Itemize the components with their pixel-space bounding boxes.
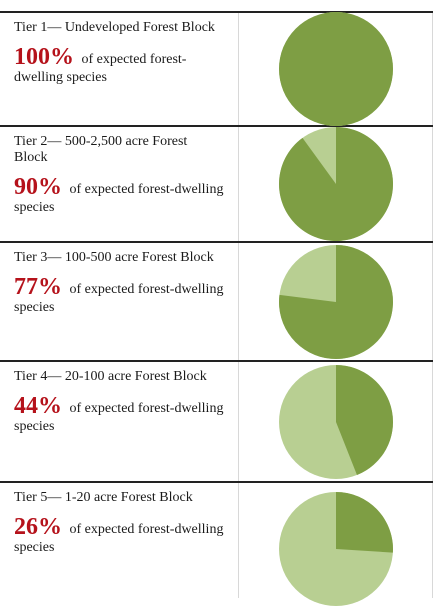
tier-title: Tier 2— 500-2,500 acre Forest Block xyxy=(14,134,188,165)
tier-title: Tier 1— Undeveloped Forest Block xyxy=(14,20,215,35)
tier-3-pie-chart xyxy=(278,244,393,359)
tier-chart-cell xyxy=(238,362,433,481)
tier-row-3: Tier 3— 100-500 acre Forest Block 77% of… xyxy=(0,243,433,362)
tier-text-cell: Tier 4— 20-100 acre Forest Block 44% of … xyxy=(0,362,238,481)
tier-4-pie-chart xyxy=(278,364,393,479)
tier-description: of expected forest-dwelling species xyxy=(14,182,224,215)
tier-row-4: Tier 4— 20-100 acre Forest Block 44% of … xyxy=(0,362,433,483)
pie-share-slice xyxy=(278,127,393,241)
tier-1-pie-chart xyxy=(278,12,393,126)
tier-2-pie-chart xyxy=(278,127,393,241)
tier-title: Tier 4— 20-100 acre Forest Block xyxy=(14,369,207,384)
tier-stat: 77% of expected forest-dwelling species xyxy=(14,275,224,316)
tier-percent: 90% xyxy=(14,174,62,200)
tier-percent: 44% xyxy=(14,393,62,419)
tier-text-cell: Tier 2— 500-2,500 acre Forest Block 90% … xyxy=(0,127,238,241)
tier-stat: 44% of expected forest-dwelling species xyxy=(14,394,224,435)
tier-description: of expected forest-dwelling species xyxy=(14,52,187,85)
tier-description: of expected forest-dwelling species xyxy=(14,522,224,555)
tier-percent: 77% xyxy=(14,274,62,300)
forest-tier-table: Tier 1— Undeveloped Forest Block 100% of… xyxy=(0,11,433,606)
tier-percent: 100% xyxy=(14,44,74,70)
pie-share-slice xyxy=(335,364,393,475)
pie-share-slice xyxy=(278,12,393,126)
tier-description: of expected forest-dwelling species xyxy=(14,401,224,434)
pie-share-slice xyxy=(335,492,393,553)
tier-text-cell: Tier 5— 1-20 acre Forest Block 26% of ex… xyxy=(0,483,238,598)
tier-stat: 100% of expected forest-dwelling species xyxy=(14,45,224,86)
tier-stat: 26% of expected forest-dwelling species xyxy=(14,515,224,556)
pie-share-slice xyxy=(278,244,393,359)
tier-title: Tier 5— 1-20 acre Forest Block xyxy=(14,490,193,505)
tier-chart-cell xyxy=(238,12,433,126)
tier-text-cell: Tier 3— 100-500 acre Forest Block 77% of… xyxy=(0,243,238,360)
tier-row-1: Tier 1— Undeveloped Forest Block 100% of… xyxy=(0,12,433,127)
tier-title: Tier 3— 100-500 acre Forest Block xyxy=(14,250,214,265)
tier-description: of expected forest-dwelling species xyxy=(14,282,224,315)
tier-chart-cell xyxy=(238,483,433,606)
tier-row-5: Tier 5— 1-20 acre Forest Block 26% of ex… xyxy=(0,483,433,606)
tier-chart-cell xyxy=(238,127,433,241)
tier-chart-cell xyxy=(238,243,433,360)
tier-percent: 26% xyxy=(14,514,62,540)
tier-5-pie-chart xyxy=(278,492,393,606)
tier-text-cell: Tier 1— Undeveloped Forest Block 100% of… xyxy=(0,13,238,125)
tier-stat: 90% of expected forest-dwelling species xyxy=(14,175,224,216)
tier-row-2: Tier 2— 500-2,500 acre Forest Block 90% … xyxy=(0,127,433,243)
